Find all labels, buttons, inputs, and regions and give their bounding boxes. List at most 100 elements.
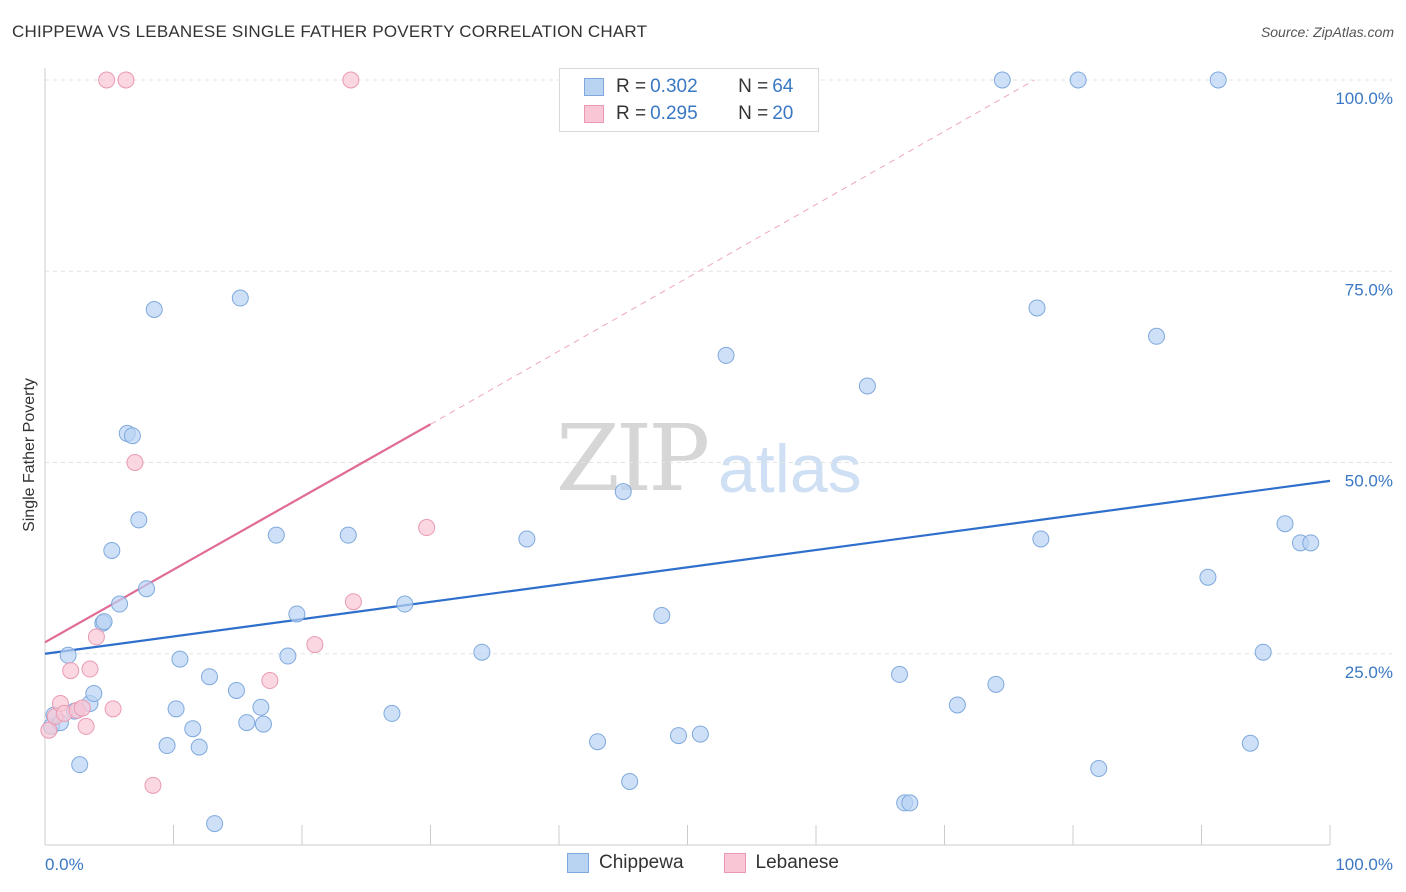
chippewa-point — [948, 696, 966, 714]
lebanese-point — [87, 628, 105, 646]
source-credit: Source: ZipAtlas.com — [1260, 24, 1394, 40]
chippewa-point — [231, 289, 249, 307]
legend-label-lebanese: Lebanese — [755, 852, 839, 873]
chippewa-point — [621, 773, 639, 791]
chippewa-point — [1276, 515, 1294, 533]
chippewa-point — [1241, 734, 1259, 752]
y-tick-label: 25.0% — [1345, 663, 1393, 682]
x-tick-label: 0.0% — [45, 855, 84, 874]
chippewa-point — [267, 526, 285, 544]
legend-n-value: 20 — [772, 103, 794, 124]
lebanese-point — [344, 593, 362, 611]
chippewa-point — [59, 646, 77, 664]
tick-labels: 25.0% 50.0% 75.0% 100.0% 0.0% 100.0% — [45, 89, 1393, 874]
watermark-atlas: atlas — [718, 431, 862, 507]
lebanese-point — [98, 71, 116, 89]
chippewa-point — [858, 377, 876, 395]
legend-r-label: R = — [616, 103, 647, 124]
lebanese-point — [418, 519, 436, 537]
chippewa-point — [145, 301, 163, 318]
chippewa-point — [339, 526, 357, 544]
chippewa-point — [167, 700, 185, 718]
chippewa-point — [206, 815, 224, 833]
legend-r-value: 0.295 — [650, 103, 698, 124]
lebanese-point — [62, 662, 80, 680]
chippewa-point — [717, 346, 735, 364]
legend-n-label: N = — [738, 76, 769, 97]
chippewa-point — [891, 665, 909, 683]
chippewa-point — [396, 595, 414, 613]
chippewa-point — [190, 738, 208, 756]
chippewa-point — [1302, 534, 1320, 552]
chippewa-point — [111, 595, 129, 613]
chippewa-point — [1209, 71, 1227, 89]
lebanese-point — [342, 71, 360, 89]
legend-r-label: R = — [616, 76, 647, 97]
x-tick-label: 100.0% — [1335, 855, 1393, 874]
chippewa-point — [103, 541, 121, 559]
chippewa-point — [653, 607, 671, 624]
chippewa-point — [279, 647, 297, 665]
chippewa-point — [1199, 568, 1217, 586]
lebanese-point — [40, 721, 58, 739]
chippewa-point — [993, 71, 1011, 89]
chippewa-swatch — [584, 78, 604, 96]
gridlines — [45, 79, 1392, 655]
chippewa-point — [1090, 760, 1108, 777]
y-tick-label: 50.0% — [1345, 472, 1393, 491]
lebanese-point — [81, 660, 99, 678]
chippewa-point — [252, 698, 270, 716]
axes — [44, 68, 1331, 846]
chippewa-point — [158, 737, 176, 755]
chippewa-point — [123, 427, 141, 445]
legend-row-chippewa: R = 0.302 N = 64 — [584, 74, 793, 100]
chippewa-point — [85, 685, 103, 703]
chippewa-point — [288, 605, 306, 623]
lebanese-point — [117, 71, 135, 89]
legend-item-chippewa: Chippewa — [567, 852, 684, 874]
legend-r-value: 0.302 — [650, 76, 698, 97]
lebanese-point — [306, 636, 324, 654]
chippewa-point — [238, 714, 256, 732]
lebanese-point — [261, 672, 279, 690]
chippewa-point — [171, 650, 189, 668]
chippewa-point — [614, 483, 632, 501]
legend-label-chippewa: Chippewa — [599, 852, 684, 873]
chippewa-point — [71, 756, 89, 774]
chippewa-trend-line — [44, 479, 1331, 655]
chippewa-point — [589, 733, 607, 751]
chippewa-point — [254, 715, 272, 733]
chippewa-point — [1254, 643, 1272, 661]
lebanese-swatch — [584, 105, 604, 123]
lebanese-point — [73, 699, 91, 717]
chippewa-point — [987, 675, 1005, 693]
chippewa-point — [473, 643, 491, 661]
lebanese-trend-extension — [430, 79, 1035, 425]
y-tick-label: 75.0% — [1345, 280, 1393, 299]
lebanese-swatch — [723, 853, 746, 873]
lebanese-point — [104, 700, 122, 718]
chippewa-point — [518, 530, 536, 548]
chippewa-point — [1032, 530, 1050, 548]
y-axis-label: Single Father Poverty — [21, 378, 38, 532]
chippewa-point — [383, 704, 401, 722]
watermark-zip: ZIP — [556, 405, 710, 512]
series-legend: Chippewa Lebanese — [0, 852, 1406, 874]
chippewa-point — [138, 580, 156, 598]
chippewa-point — [1028, 299, 1046, 317]
data-points — [40, 71, 1320, 833]
lebanese-trend-line — [44, 423, 432, 644]
chippewa-point — [130, 511, 148, 529]
chippewa-point — [670, 727, 688, 745]
trend-lines — [44, 79, 1331, 655]
legend-n-label: N = — [738, 103, 769, 124]
chippewa-point — [1069, 71, 1087, 89]
chippewa-point — [691, 725, 709, 743]
legend-n-value: 64 — [772, 76, 794, 97]
chippewa-point — [200, 668, 218, 686]
y-tick-label: 100.0% — [1335, 89, 1393, 108]
chippewa-point — [1148, 327, 1166, 345]
chippewa-point — [184, 720, 202, 738]
lebanese-point — [126, 454, 144, 471]
